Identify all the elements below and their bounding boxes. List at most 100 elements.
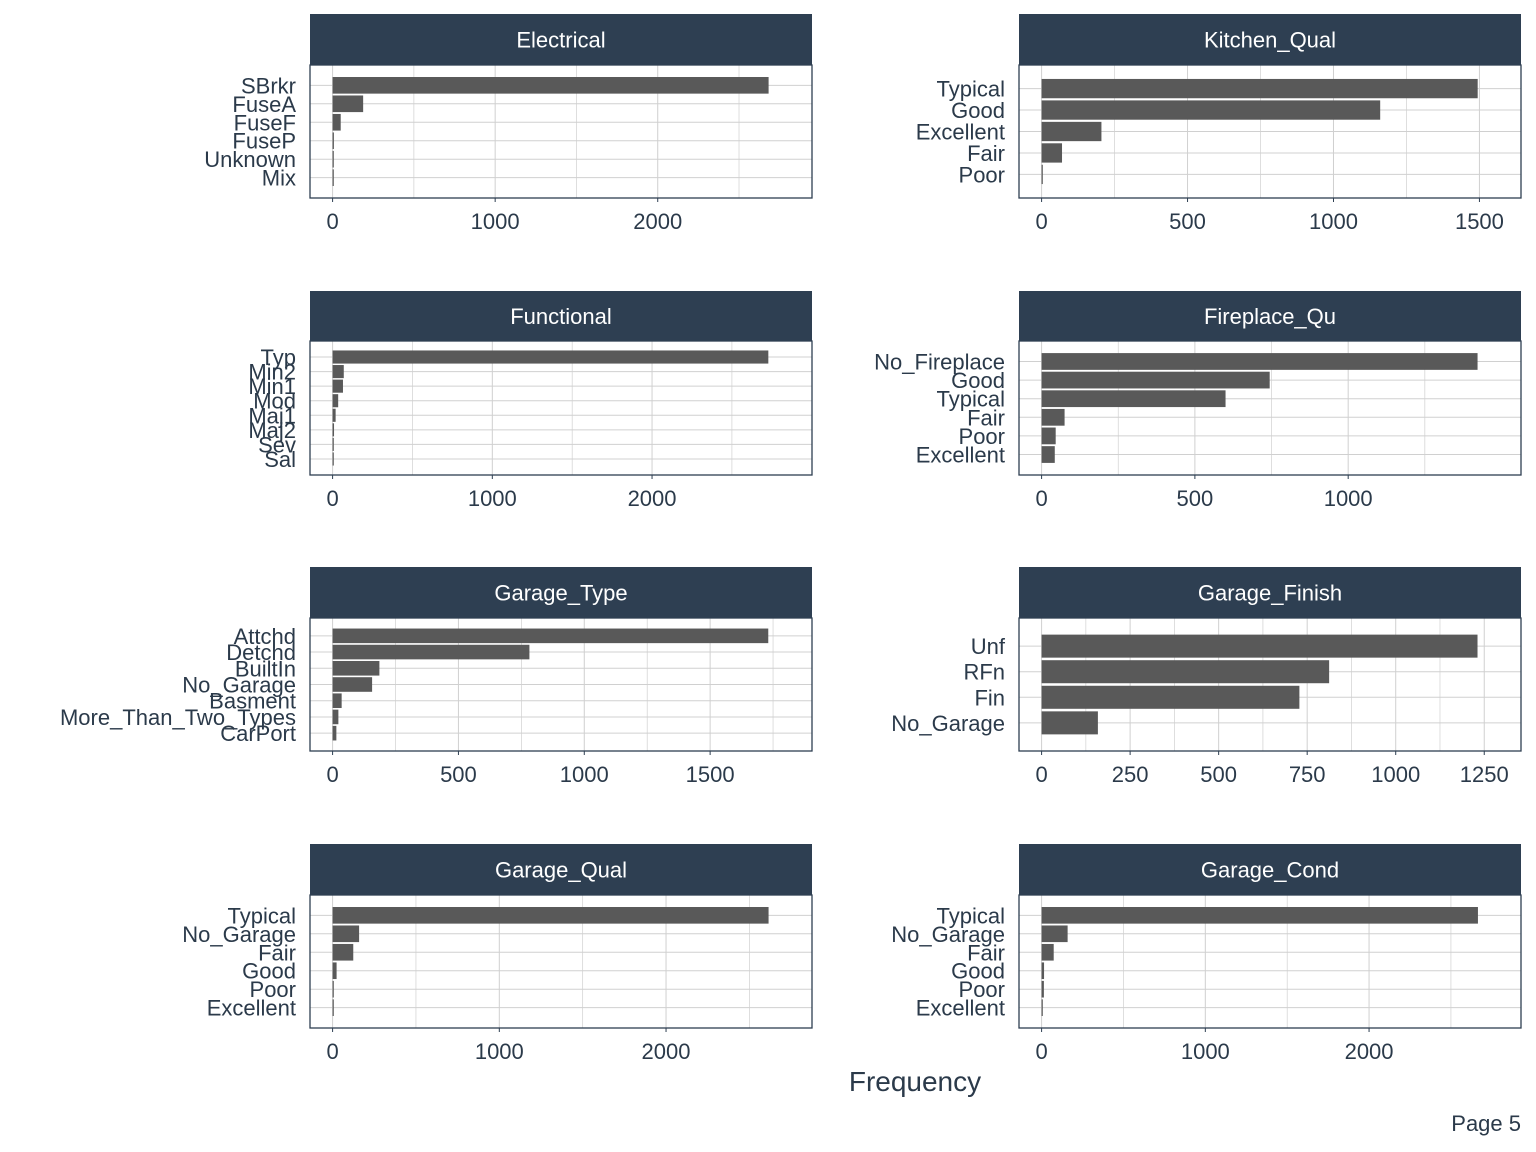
- x-tick-label: 2000: [642, 1039, 691, 1064]
- category-label: Mod: [253, 389, 296, 414]
- category-label: BuiltIn: [235, 656, 296, 681]
- category-label: Mix: [262, 166, 296, 191]
- x-tick-label: 1000: [471, 209, 520, 234]
- x-tick-label: 1000: [560, 762, 609, 787]
- strip-electrical: [310, 14, 812, 65]
- x-tick-label: 0: [326, 762, 338, 787]
- panel-title: Garage_Cond: [1201, 858, 1339, 883]
- category-label: Sev: [258, 432, 296, 457]
- bar-poor: [332, 980, 334, 998]
- category-label: SBrkr: [241, 73, 296, 98]
- bar-rfn: [1041, 660, 1330, 684]
- x-tick-label: 750: [1289, 762, 1326, 787]
- bar-min2: [332, 365, 344, 379]
- bar-typical: [1041, 390, 1226, 408]
- x-tick-label: 0: [1035, 209, 1047, 234]
- bar-no-garage: [332, 925, 360, 943]
- category-label: No_Fireplace: [874, 349, 1005, 374]
- bar-good: [332, 962, 337, 980]
- category-label: FuseP: [232, 129, 296, 154]
- bar-maj1: [332, 408, 336, 422]
- category-label: Good: [951, 98, 1005, 123]
- panel-border: [309, 64, 813, 199]
- bar-sal: [332, 452, 334, 466]
- x-tick-label: 0: [326, 486, 338, 511]
- bar-no-garage: [1041, 925, 1068, 943]
- x-tick-label: 500: [1169, 209, 1206, 234]
- bar-good: [1041, 962, 1045, 980]
- strip-garage-qual: [310, 844, 812, 895]
- bar-min1: [332, 379, 343, 393]
- bar-basment: [332, 693, 342, 709]
- category-label: More_Than_Two_Types: [60, 705, 296, 730]
- category-label: Typical: [937, 903, 1005, 928]
- bar-typical: [332, 907, 769, 924]
- panel-border: [1018, 340, 1522, 476]
- category-label: Attchd: [234, 624, 296, 649]
- panel-kitchen-qual: Kitchen_Qual TypicalGoodExcellentFairPoor…: [916, 14, 1522, 234]
- category-label: Sal: [264, 447, 296, 472]
- bar-excellent: [1041, 121, 1102, 142]
- category-label: No_Garage: [182, 673, 296, 698]
- category-label: Typical: [228, 903, 296, 928]
- x-tick-label: 2000: [628, 486, 677, 511]
- bar-no-fireplace: [1041, 353, 1478, 370]
- panel-border: [1018, 617, 1522, 752]
- x-tick-label: 0: [326, 209, 338, 234]
- x-tick-label: 500: [440, 762, 477, 787]
- x-tick-label: 500: [1177, 486, 1214, 511]
- bar-fair: [1041, 943, 1054, 961]
- panel-border: [309, 894, 813, 1029]
- panel-garage-cond: Garage_Cond TypicalNo_GarageFairGoodPoorE…: [891, 844, 1522, 1064]
- strip-garage-finish: [1019, 567, 1521, 618]
- bar-poor: [1041, 427, 1056, 445]
- bar-no-garage: [332, 677, 373, 692]
- category-label: Maj1: [248, 403, 296, 428]
- x-tick-label: 1000: [468, 486, 517, 511]
- x-tick-label: 250: [1112, 762, 1149, 787]
- x-tick-label: 0: [326, 1039, 338, 1064]
- bar-typical: [1041, 907, 1478, 924]
- category-label: Fair: [967, 141, 1005, 166]
- category-label: Fair: [258, 940, 296, 965]
- panel-title: Functional: [510, 304, 612, 329]
- bar-sbrkr: [332, 77, 769, 94]
- bar-typ: [332, 350, 769, 364]
- bar-mod: [332, 394, 339, 408]
- x-tick-label: 1000: [1181, 1039, 1230, 1064]
- category-label: Fair: [967, 405, 1005, 430]
- category-label: Good: [951, 368, 1005, 393]
- bar-excellent: [1041, 446, 1055, 463]
- category-label: RFn: [963, 660, 1005, 685]
- x-axis-label: Frequency: [848, 1066, 982, 1097]
- category-label: Fin: [974, 685, 1005, 710]
- category-label: Poor: [959, 977, 1005, 1002]
- strip-garage-cond: [1019, 844, 1521, 895]
- bar-poor: [1041, 980, 1044, 998]
- panel-border: [1018, 894, 1522, 1029]
- panel-title: Garage_Finish: [1198, 581, 1342, 606]
- bar-excellent: [332, 999, 334, 1016]
- category-label: Unknown: [204, 147, 296, 172]
- x-tick-label: 0: [1035, 762, 1047, 787]
- panel-electrical: Electrical SBrkrFuseAFuseFFusePUnknownMix…: [204, 14, 813, 234]
- bar-good: [1041, 371, 1270, 389]
- bar-unknown: [332, 150, 334, 168]
- x-tick-label: 2000: [633, 209, 682, 234]
- page-label: Page 5: [1451, 1111, 1521, 1136]
- panel-title: Electrical: [516, 28, 605, 53]
- bar-good: [1041, 100, 1381, 120]
- category-label: Poor: [959, 162, 1005, 187]
- bar-fusep: [332, 132, 334, 150]
- bar-attchd: [332, 628, 769, 644]
- panel-title: Garage_Type: [494, 581, 627, 606]
- category-label: Good: [951, 959, 1005, 984]
- panel-title: Kitchen_Qual: [1204, 28, 1336, 53]
- category-label: Unf: [971, 634, 1006, 659]
- bar-poor: [1041, 164, 1043, 185]
- x-tick-label: 500: [1200, 762, 1237, 787]
- category-label: Min1: [248, 374, 296, 399]
- category-label: Excellent: [207, 996, 296, 1021]
